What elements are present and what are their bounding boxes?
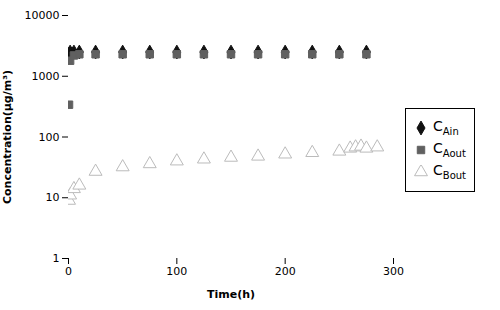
svg-text:200: 200: [275, 265, 296, 278]
svg-text:Concentration(μg/m³): Concentration(μg/m³): [1, 70, 14, 204]
html-text:CAin: CAin: [433, 118, 459, 138]
svg-text:10: 10: [46, 191, 60, 204]
svg-text:300: 300: [383, 265, 404, 278]
svg-text:1: 1: [53, 252, 60, 265]
svg-text:1000: 1000: [32, 70, 60, 83]
html-text:CBout: CBout: [433, 161, 466, 181]
svg-text:100: 100: [166, 265, 187, 278]
svg-text:0: 0: [65, 265, 72, 278]
html-text:CAout: CAout: [433, 140, 466, 159]
svg-text:100: 100: [39, 131, 60, 144]
svg-text:Time(h): Time(h): [207, 288, 255, 301]
svg-text:10000: 10000: [25, 9, 60, 22]
